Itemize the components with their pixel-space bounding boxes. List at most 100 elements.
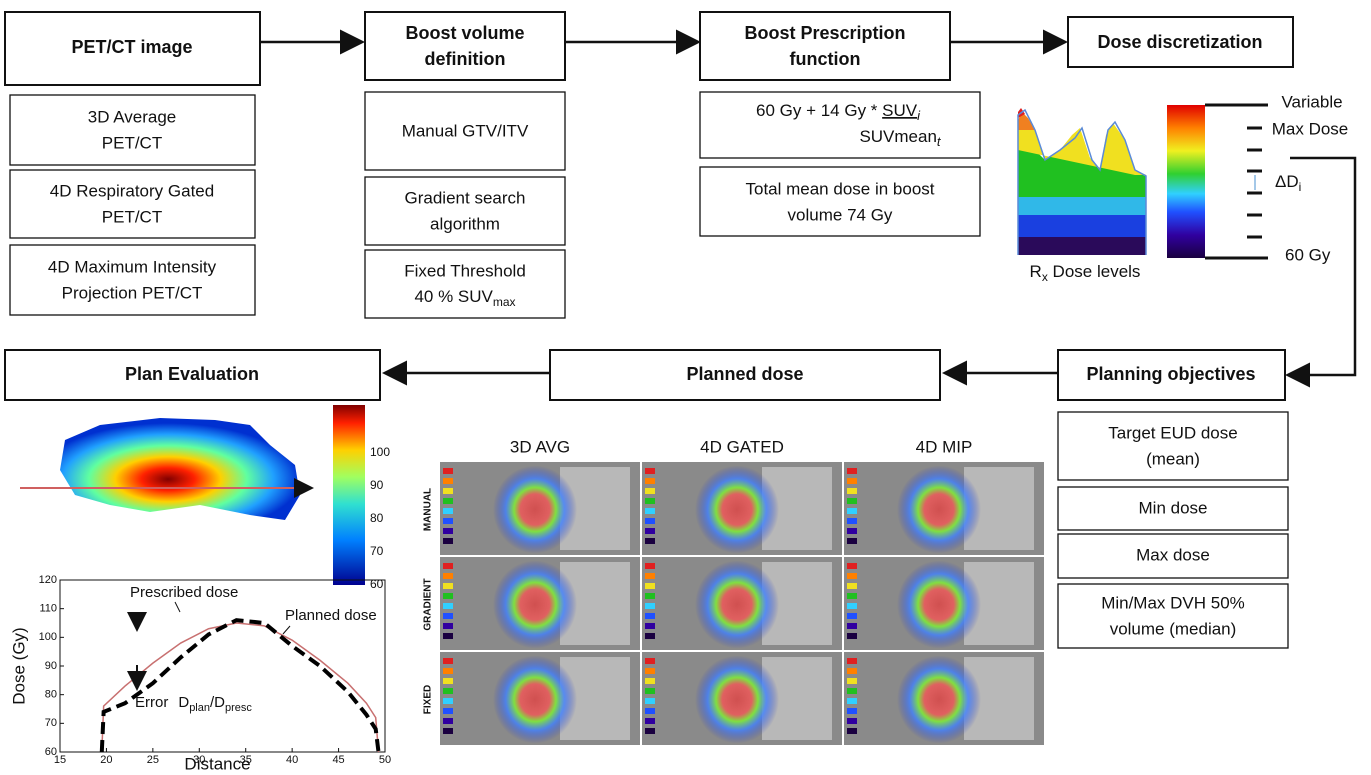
numerator: SUV	[882, 101, 918, 120]
x-axis-label: Distance	[184, 754, 250, 773]
y-tick-label: 120	[39, 574, 57, 586]
box	[10, 170, 255, 238]
legend-swatch	[443, 593, 453, 599]
legend-swatch	[847, 508, 857, 514]
label: 60 Gy	[1285, 245, 1331, 264]
legend-swatch	[443, 573, 453, 579]
label: ΔDi	[1275, 172, 1301, 194]
legend-swatch	[443, 538, 453, 544]
legend-swatch	[645, 528, 655, 534]
pointer	[283, 626, 290, 634]
legend-swatch	[847, 528, 857, 534]
y-axis-label: Dose (Gy)	[9, 627, 28, 704]
column-label: 3D AVG	[510, 437, 570, 456]
item: Target EUD dose	[1108, 423, 1237, 442]
x-tick-label: 25	[147, 754, 159, 766]
title: Boost Prescription	[744, 23, 905, 43]
title: Planning objectives	[1086, 364, 1255, 384]
legend-swatch	[645, 508, 655, 514]
legend-swatch	[645, 698, 655, 704]
legend-swatch	[645, 538, 655, 544]
legend-swatch	[443, 668, 453, 674]
x-tick-label: 40	[286, 754, 298, 766]
y-tick-label: 70	[45, 717, 57, 729]
dose-blob	[493, 466, 577, 554]
row-label: GRADIENT	[423, 578, 434, 630]
item: Min dose	[1139, 498, 1208, 517]
legend-label: Planned dose	[285, 607, 377, 624]
title: definition	[425, 49, 506, 69]
colorbar	[1167, 105, 1205, 258]
legend-swatch	[443, 613, 453, 619]
box	[365, 250, 565, 318]
legend-swatch	[645, 518, 655, 524]
legend-swatch	[847, 613, 857, 619]
legend-swatch	[645, 563, 655, 569]
legend-swatch	[847, 488, 857, 494]
colorbar-label: 70	[370, 544, 384, 558]
legend-swatch	[645, 658, 655, 664]
legend-swatch	[645, 708, 655, 714]
label: Variable	[1281, 92, 1342, 111]
label-part: Dose levels	[1048, 262, 1141, 281]
x-tick-label: 50	[379, 754, 391, 766]
dose-blob	[897, 466, 981, 554]
y-tick-label: 110	[39, 603, 57, 615]
legend-swatch	[847, 603, 857, 609]
item: Gradient search	[405, 188, 526, 207]
box	[10, 95, 255, 165]
item: PET/CT	[102, 207, 162, 226]
legend-swatch	[645, 633, 655, 639]
item: Max dose	[1136, 545, 1210, 564]
legend-swatch	[443, 603, 453, 609]
legend-swatch	[645, 583, 655, 589]
y-tick-label: 90	[45, 660, 57, 672]
subscript: i	[1299, 180, 1302, 194]
title: Plan Evaluation	[125, 364, 259, 384]
dose-blob	[493, 561, 577, 649]
legend-swatch	[645, 688, 655, 694]
box	[700, 167, 980, 236]
item: volume 74 Gy	[788, 205, 893, 224]
heatmap	[60, 418, 300, 520]
legend-swatch	[847, 538, 857, 544]
title: PET/CT image	[71, 37, 192, 57]
legend-swatch	[645, 668, 655, 674]
title: Dose discretization	[1097, 32, 1262, 52]
legend-label: Prescribed dose	[130, 584, 238, 601]
colorbar-label: 80	[370, 511, 384, 525]
annotation-part: /D	[210, 694, 225, 711]
legend-swatch	[443, 498, 453, 504]
item-part: SUVmean	[859, 127, 936, 146]
x-tick-label: 15	[54, 754, 66, 766]
item-part: 60 Gy + 14 Gy *	[756, 101, 882, 120]
item: 4D Respiratory Gated	[50, 181, 214, 200]
label: Rx Dose levels	[1030, 262, 1141, 284]
formula: 60 Gy + 14 Gy * SUVi	[756, 101, 921, 123]
legend-swatch	[847, 573, 857, 579]
pointer	[175, 602, 180, 612]
legend-swatch	[443, 728, 453, 734]
line	[102, 620, 379, 752]
legend-swatch	[443, 698, 453, 704]
legend-swatch	[645, 468, 655, 474]
legend-swatch	[847, 518, 857, 524]
legend-swatch	[847, 668, 857, 674]
title: Boost volume	[405, 23, 524, 43]
y-tick-label: 80	[45, 689, 57, 701]
dose-levels-graphic	[1018, 108, 1146, 255]
legend-swatch	[645, 498, 655, 504]
legend-swatch	[443, 508, 453, 514]
dose-blob	[897, 656, 981, 744]
legend-swatch	[645, 478, 655, 484]
box	[10, 245, 255, 315]
colorbar-label: 60	[370, 577, 384, 591]
legend-swatch	[645, 718, 655, 724]
legend-swatch	[847, 498, 857, 504]
annotation-part: plan	[189, 702, 210, 714]
legend-swatch	[443, 623, 453, 629]
legend-swatch	[443, 563, 453, 569]
item: algorithm	[430, 214, 500, 233]
legend-swatch	[847, 583, 857, 589]
label: Max Dose	[1272, 119, 1349, 138]
